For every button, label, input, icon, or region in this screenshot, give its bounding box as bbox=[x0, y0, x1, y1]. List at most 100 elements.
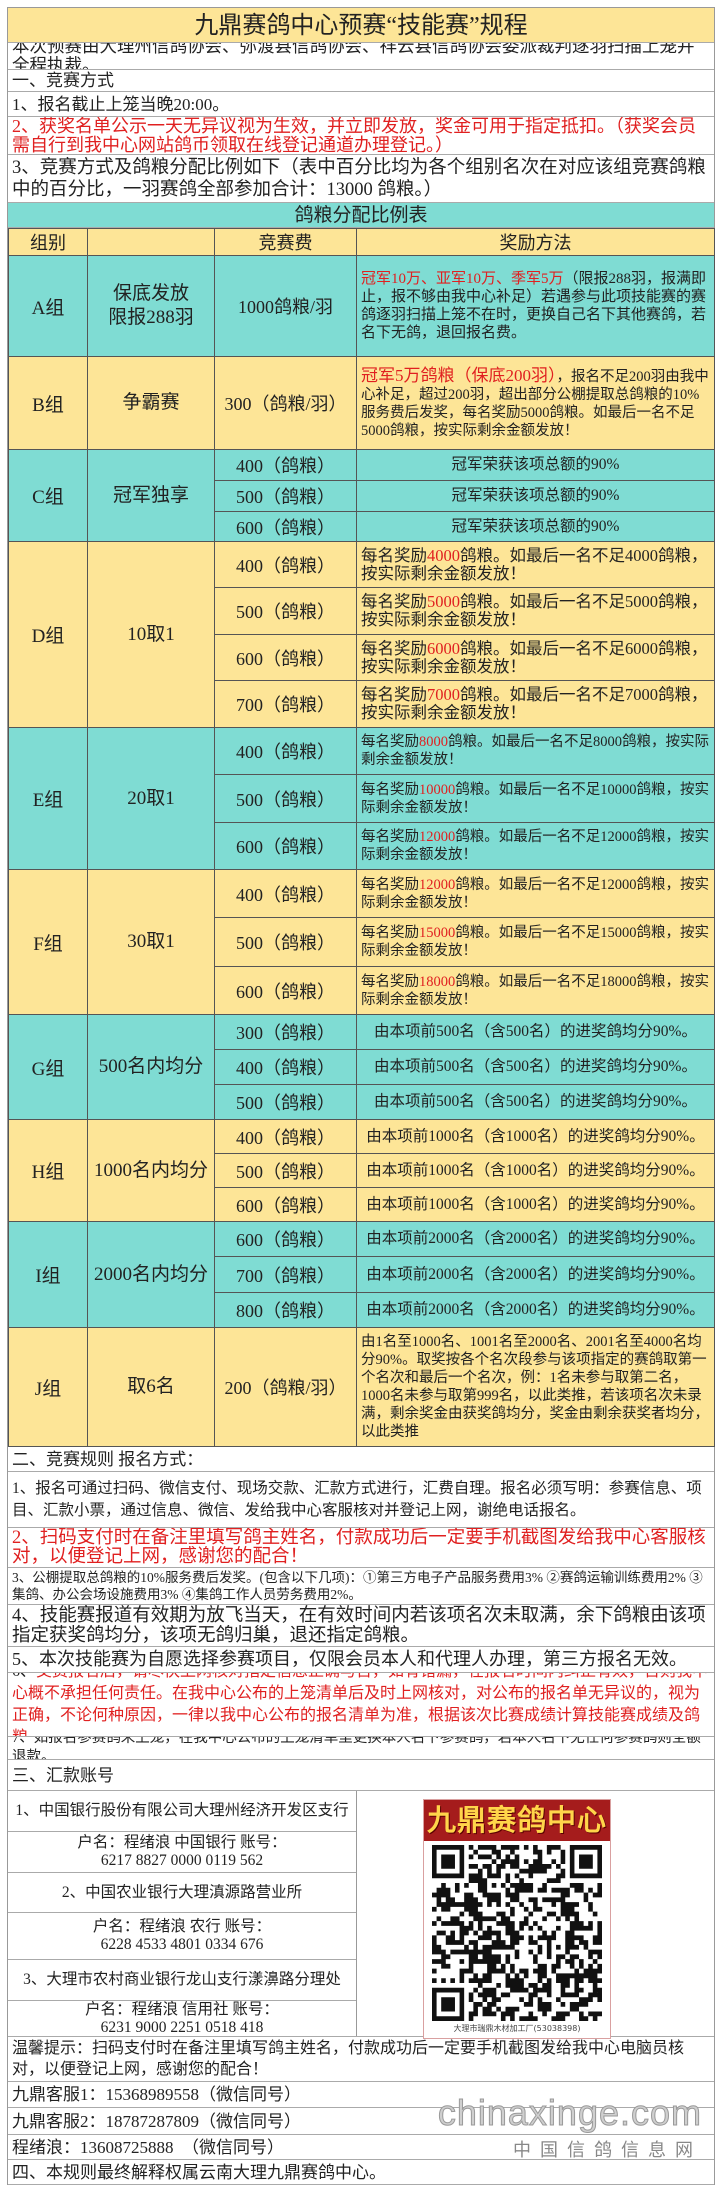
rule-highlight: 交费报名后，请尽快上网核对指定信息正确与否，如有错漏，在报名时间内纠正有效，否则… bbox=[12, 1673, 708, 1737]
reward-text: 鸽粮。如最后一名不足10000鸽粮，按实际剩余金额发放！ bbox=[361, 781, 709, 816]
table-row: J组 取6名 200（鸽粮/羽） 由1名至1000名、1001名至2000名、2001… bbox=[8, 1327, 715, 1447]
account-number[interactable]: 6228 4533 4801 0334 676 bbox=[100, 1936, 264, 1953]
table-row: D组 10取1 400（鸽粮） 每名奖励4000鸽粮。如最后一名不足4000鸽粮，按实… bbox=[8, 541, 715, 728]
entry-fee: 300（鸽粮/羽） bbox=[214, 356, 357, 450]
header-fee: 竞赛费 bbox=[214, 228, 357, 256]
entry-fee: 400（鸽粮） bbox=[214, 727, 357, 775]
reward-method: 每名奖励7000鸽粮。如最后一名不足7000鸽粮，按实际剩余金额发放！ bbox=[356, 680, 715, 728]
account-holder: 户名：程绪浪 农行 账号： bbox=[92, 1918, 272, 1935]
entry-fee: 600（鸽粮） bbox=[214, 966, 357, 1015]
table-row: 600（鸽粮） 每名奖励18000鸽粮。如最后一名不足18000鸽粮，按实际剩余金… bbox=[9, 966, 715, 1015]
payment-qr-card[interactable]: 九鼎赛鸽中心 大理市瑞鼎木材加工厂(53038398) bbox=[423, 1799, 611, 2039]
reward-text: 鸽粮。如最后一名不足8000鸽粮，按实际剩余金额发放！ bbox=[361, 734, 709, 768]
section1-heading: 一、竞赛方式 bbox=[8, 70, 714, 92]
account-number[interactable]: 6231 9000 2251 0518 418 bbox=[100, 2019, 264, 2036]
group-label: E组 bbox=[8, 727, 88, 870]
reward-text: （限报288羽，报满即止，报不够由我中心补足）若遇参与此项技能赛的赛鸽逐羽扫描上… bbox=[361, 271, 707, 341]
table-row: 600（鸽粮） 由本项前1000名（含1000名）的进奖鸽均分90%。 bbox=[9, 1187, 715, 1222]
group-name: 500名内均分 bbox=[87, 1014, 215, 1120]
reward-method: 每名奖励18000鸽粮。如最后一名不足18000鸽粮，按实际剩余金额发放！ bbox=[356, 966, 715, 1015]
reward-method: 由本项前1000名（含1000名）的进奖鸽均分90%。 bbox=[356, 1119, 715, 1154]
entry-fee: 400（鸽粮） bbox=[214, 1049, 357, 1085]
reward-text: 每名奖励 bbox=[361, 592, 427, 611]
reward-method: 冠军荣获该项总额的90% bbox=[356, 511, 715, 542]
reward-method: 由1名至1000名、1001名至2000名、2001名至4000名均分90%。取… bbox=[356, 1327, 715, 1447]
table-row: 700（鸽粮） 由本项前2000名（含2000名）的进奖鸽均分90%。 bbox=[9, 1256, 715, 1293]
rule-2-3: 3、公棚提取总鸽粮的10%服务费后发奖。(包含以下几项)：①第三方电子产品服务费… bbox=[8, 1568, 714, 1605]
group-name: 取6名 bbox=[87, 1327, 215, 1447]
table-caption: 鸽粮分配比例表 bbox=[8, 203, 714, 228]
reward-text: 由1名至1000名、1001名至2000名、2001名至4000名均分90%。取… bbox=[361, 1334, 709, 1440]
entry-fee: 600（鸽粮） bbox=[214, 1187, 357, 1222]
reward-text: 由本项前1000名（含1000名）的进奖鸽均分90%。 bbox=[366, 1195, 705, 1213]
reward-text: 每名奖励 bbox=[361, 638, 427, 658]
page-title: 九鼎赛鸽中心预赛“技能赛”规程 bbox=[8, 7, 714, 43]
table-row: 600（鸽粮） 每名奖励12000鸽粮。如最后一名不足12000鸽粮，按实际剩余金… bbox=[9, 822, 715, 870]
reward-method: 每名奖励12000鸽粮。如最后一名不足12000鸽粮，按实际剩余金额发放！ bbox=[356, 822, 715, 870]
reward-text: 鸽粮。如最后一名不足12000鸽粮，按实际剩余金额发放！ bbox=[361, 829, 709, 863]
reward-text: 冠军荣获该项总额的90% bbox=[451, 456, 620, 473]
rule-1-3: 3、竞赛方式及鸽粮分配比例如下（表中百分比均为各个组别名次在对应该组竞赛鸽粮中的… bbox=[8, 155, 714, 203]
reward-text: 每名奖励 bbox=[361, 973, 419, 990]
reward-highlight: 冠军5万鸽粮（保底200羽） bbox=[361, 365, 557, 385]
reward-method: 每名奖励6000鸽粮。如最后一名不足6000鸽粮，按实际剩余金额发放！ bbox=[356, 634, 715, 681]
reward-text: 鸽粮。如最后一名不足12000鸽粮，按实际剩余金额发放！ bbox=[361, 876, 709, 911]
header-reward: 奖励方法 bbox=[356, 228, 715, 256]
rule-2-4: 4、技能赛报道有效期为放飞当天，在有效时间内若该项名次未取满，余下鸽粮由该项指定… bbox=[8, 1605, 714, 1647]
group-label: D组 bbox=[8, 541, 88, 728]
table-row: B组 争霸赛 300（鸽粮/羽） 冠军5万鸽粮（保底200羽），报名不足200羽由我中… bbox=[8, 356, 715, 450]
entry-fee: 600（鸽粮） bbox=[214, 634, 357, 681]
account-number[interactable]: 6217 8827 0000 0119 562 bbox=[100, 1852, 264, 1869]
table-row: 700（鸽粮） 每名奖励7000鸽粮。如最后一名不足7000鸽粮，按实际剩余金额发… bbox=[9, 680, 715, 728]
reward-method: 冠军10万、亚军10万、季军5万（限报288羽，报满即止，报不够由我中心补足）若… bbox=[356, 255, 715, 357]
group-name: 争霸赛 bbox=[87, 356, 215, 450]
reward-method: 由本项前1000名（含1000名）的进奖鸽均分90%。 bbox=[356, 1153, 715, 1188]
entry-fee: 800（鸽粮） bbox=[214, 1292, 357, 1328]
entry-fee: 1000鸽粮/羽 bbox=[214, 255, 357, 357]
bank-accounts: 1、中国银行股份有限公司大理州经济开发区支行 户名：程绪浪 中国银行 账号： 621… bbox=[8, 1791, 714, 2039]
table-row: F组 30取1 400（鸽粮） 每名奖励12000鸽粮。如最后一名不足12000鸽粮，… bbox=[8, 869, 715, 1015]
rule-2-6: 6、交费报名后，请尽快上网核对指定信息正确与否，如有错漏，在报名时间内纠正有效，… bbox=[8, 1673, 714, 1737]
bank-name: 2、中国农业银行大理滇源路营业所 bbox=[8, 1873, 356, 1913]
entry-fee: 500（鸽粮） bbox=[214, 587, 357, 635]
rule-2-1: 1、报名可通过扫码、微信支付、现场交款、汇款方式进行，汇费自理。报名必须写明：参… bbox=[8, 1472, 714, 1528]
table-header-row: 组别 竞赛费 奖励方法 bbox=[8, 228, 715, 256]
group-label: G组 bbox=[8, 1014, 88, 1120]
table-row: I组 2000名内均分 600（鸽粮） 由本项前2000名（含2000名）的进奖鸽均分… bbox=[8, 1221, 715, 1328]
table-row: 500（鸽粮） 由本项前1000名（含1000名）的进奖鸽均分90%。 bbox=[9, 1153, 715, 1188]
table-row: G组 500名内均分 300（鸽粮） 由本项前500名（含500名）的进奖鸽均分90%… bbox=[8, 1014, 715, 1120]
reward-highlight: 8000 bbox=[419, 734, 448, 750]
rule-text: 4、技能赛报道有效期为放飞当天，在有效时间内若该项名次未取满，余下鸽粮由该项指定… bbox=[12, 1605, 706, 1646]
table-row: C组 冠军独享 400（鸽粮） 冠军荣获该项总额的90% bbox=[8, 449, 715, 542]
rule-text: 5、本次技能赛为自愿选择参赛项目，仅限会员本人和代理人办理，第三方报名无效。 bbox=[12, 1649, 687, 1669]
reward-text: 由本项前1000名（含1000名）的进奖鸽均分90%。 bbox=[366, 1127, 705, 1145]
rule-1-2: 2、获奖名单公示一天无异议视为生效，并立即发放，奖金可用于指定抵扣。（获奖会员需… bbox=[8, 117, 714, 155]
table-row: E组 20取1 400（鸽粮） 每名奖励8000鸽粮。如最后一名不足8000鸽粮，按实… bbox=[8, 727, 715, 870]
reward-text: 鸽粮。如最后一名不足5000鸽粮，按实际剩余金额发放！ bbox=[361, 592, 708, 629]
bank-account: 户名：程绪浪 信用社 账号： 6231 9000 2251 0518 418 bbox=[8, 2001, 356, 2037]
group-name: 30取1 bbox=[87, 869, 215, 1015]
table-row: 600（鸽粮） 冠军荣获该项总额的90% bbox=[9, 511, 715, 542]
group-label: B组 bbox=[8, 356, 88, 450]
group-name: 2000名内均分 bbox=[87, 1221, 215, 1328]
table-row: A组 保底发放 限报288羽 1000鸽粮/羽 冠军10万、亚军10万、季军5万（限报… bbox=[8, 255, 715, 357]
table-row: 500（鸽粮） 冠军荣获该项总额的90% bbox=[9, 480, 715, 512]
entry-fee: 400（鸽粮） bbox=[214, 449, 357, 481]
table-row: 500（鸽粮） 每名奖励5000鸽粮。如最后一名不足5000鸽粮，按实际剩余金额发… bbox=[9, 587, 715, 635]
reward-text: 由本项前500名（含500名）的进奖鸽均分90%。 bbox=[374, 1023, 697, 1040]
group-name: 冠军独享 bbox=[87, 449, 215, 542]
qr-code[interactable] bbox=[432, 1845, 602, 2021]
reward-highlight: 7000 bbox=[427, 685, 460, 704]
group-name: 1000名内均分 bbox=[87, 1119, 215, 1222]
final-statement: 四、本规则最终解释权属云南大理九鼎赛鸽中心。 bbox=[8, 2160, 714, 2185]
reward-text: 鸽粮。如最后一名不足7000鸽粮，按实际剩余金额发放！ bbox=[361, 685, 708, 722]
reward-text: 鸽粮。如最后一名不足4000鸽粮，按实际剩余金额发放！ bbox=[361, 545, 708, 583]
group-name: 20取1 bbox=[87, 727, 215, 870]
entry-fee: 300（鸽粮） bbox=[214, 1014, 357, 1050]
reward-text: 冠军荣获该项总额的90% bbox=[451, 487, 620, 504]
reward-method: 由本项前2000名（含2000名）的进奖鸽均分90%。 bbox=[356, 1256, 715, 1293]
group-label: J组 bbox=[8, 1327, 88, 1447]
reward-method: 由本项前500名（含500名）的进奖鸽均分90%。 bbox=[356, 1049, 715, 1085]
reward-text: 每名奖励 bbox=[361, 876, 419, 893]
entry-fee: 400（鸽粮） bbox=[214, 541, 357, 588]
